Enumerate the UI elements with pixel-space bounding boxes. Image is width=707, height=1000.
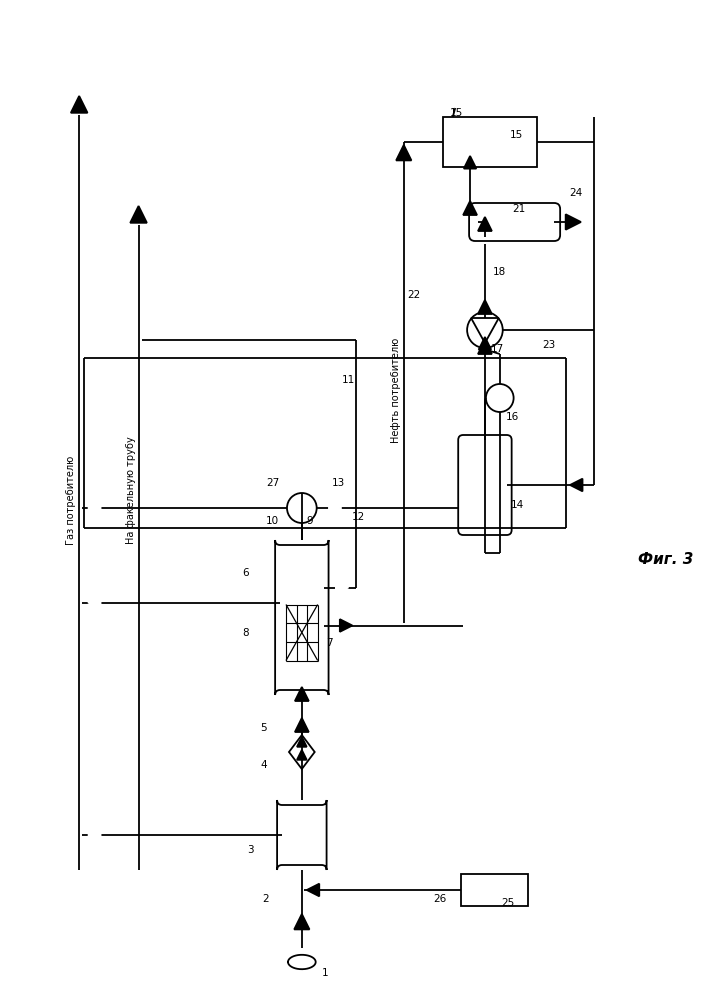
Polygon shape bbox=[297, 750, 307, 760]
Polygon shape bbox=[130, 206, 147, 223]
Circle shape bbox=[287, 493, 317, 523]
Text: 26: 26 bbox=[433, 894, 447, 904]
Polygon shape bbox=[478, 300, 492, 314]
Text: 15: 15 bbox=[450, 108, 464, 118]
Polygon shape bbox=[289, 735, 315, 769]
Polygon shape bbox=[295, 718, 309, 732]
Text: 23: 23 bbox=[542, 340, 556, 350]
Polygon shape bbox=[479, 337, 491, 350]
Text: 18: 18 bbox=[493, 267, 506, 277]
Polygon shape bbox=[329, 502, 341, 514]
Text: 21: 21 bbox=[513, 204, 526, 214]
Text: На факельную трубу: На факельную трубу bbox=[126, 436, 136, 544]
Text: 16: 16 bbox=[506, 412, 519, 422]
Polygon shape bbox=[570, 479, 583, 491]
Text: 6: 6 bbox=[243, 568, 249, 578]
Text: 3: 3 bbox=[247, 845, 254, 855]
Polygon shape bbox=[88, 829, 100, 841]
Circle shape bbox=[467, 312, 503, 348]
Polygon shape bbox=[478, 340, 492, 354]
Text: 4: 4 bbox=[260, 760, 267, 770]
Polygon shape bbox=[478, 217, 492, 231]
FancyBboxPatch shape bbox=[469, 203, 560, 241]
Polygon shape bbox=[71, 96, 88, 113]
Polygon shape bbox=[295, 687, 309, 701]
Text: 17: 17 bbox=[491, 344, 504, 354]
Text: 22: 22 bbox=[408, 290, 421, 300]
FancyBboxPatch shape bbox=[458, 435, 512, 535]
Polygon shape bbox=[294, 914, 310, 929]
Polygon shape bbox=[340, 619, 352, 632]
Polygon shape bbox=[463, 201, 477, 215]
Polygon shape bbox=[464, 156, 477, 169]
Bar bbox=[461, 874, 528, 906]
FancyBboxPatch shape bbox=[275, 540, 329, 695]
Polygon shape bbox=[471, 318, 498, 343]
Polygon shape bbox=[566, 214, 581, 230]
Polygon shape bbox=[88, 596, 100, 609]
Text: 7: 7 bbox=[327, 638, 333, 648]
Text: Фиг. 3: Фиг. 3 bbox=[638, 552, 694, 568]
Text: 13: 13 bbox=[332, 478, 345, 488]
Text: 1: 1 bbox=[322, 968, 328, 978]
Text: 12: 12 bbox=[351, 512, 365, 522]
Text: Газ потребителю: Газ потребителю bbox=[66, 455, 76, 545]
Text: 8: 8 bbox=[243, 628, 249, 638]
Polygon shape bbox=[396, 145, 411, 160]
FancyBboxPatch shape bbox=[277, 800, 327, 870]
Text: 11: 11 bbox=[341, 375, 355, 385]
Text: 24: 24 bbox=[569, 188, 583, 198]
Text: 25: 25 bbox=[501, 898, 514, 908]
Text: 10: 10 bbox=[267, 516, 279, 526]
Text: Нефть потребителю: Нефть потребителю bbox=[391, 337, 401, 443]
Text: 15: 15 bbox=[510, 130, 523, 140]
Text: 2: 2 bbox=[262, 894, 269, 904]
Polygon shape bbox=[88, 502, 100, 514]
Polygon shape bbox=[336, 581, 349, 594]
Polygon shape bbox=[297, 737, 307, 747]
Text: 5: 5 bbox=[260, 723, 267, 733]
Text: 14: 14 bbox=[510, 500, 524, 510]
Text: 27: 27 bbox=[267, 478, 279, 488]
Text: 9: 9 bbox=[307, 516, 313, 526]
Polygon shape bbox=[307, 884, 320, 896]
Bar bbox=[443, 117, 537, 167]
Circle shape bbox=[486, 384, 513, 412]
